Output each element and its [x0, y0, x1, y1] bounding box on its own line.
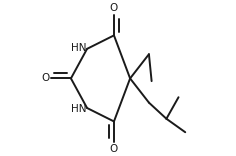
Text: O: O [42, 73, 50, 83]
Text: HN: HN [71, 104, 86, 114]
Text: O: O [110, 144, 118, 154]
Text: HN: HN [71, 43, 86, 53]
Text: O: O [110, 2, 118, 12]
